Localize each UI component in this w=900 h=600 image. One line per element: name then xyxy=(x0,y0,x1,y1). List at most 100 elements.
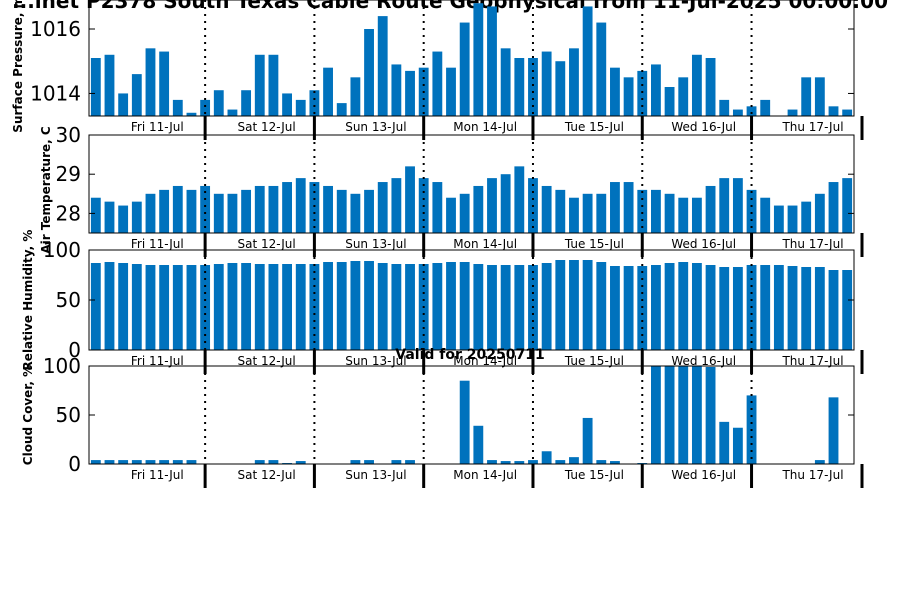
bar xyxy=(678,262,689,350)
day-label: Mon 14-Jul xyxy=(453,354,517,368)
bar xyxy=(732,178,743,233)
bar xyxy=(432,51,443,117)
day-label: Sat 12-Jul xyxy=(237,354,295,368)
bar xyxy=(678,197,689,233)
bar xyxy=(719,267,730,350)
bar xyxy=(118,93,129,116)
bar xyxy=(241,189,252,233)
bar xyxy=(787,109,798,116)
bar xyxy=(514,461,525,464)
bar xyxy=(159,460,170,464)
bar xyxy=(90,460,101,464)
bar xyxy=(514,265,525,350)
day-label: Wed 16-Jul xyxy=(671,468,736,482)
bar xyxy=(131,460,142,464)
bar xyxy=(282,264,292,350)
bar xyxy=(828,397,839,464)
day-label: Wed 16-Jul xyxy=(671,237,736,251)
bar xyxy=(446,262,456,350)
bar xyxy=(391,264,402,350)
bar xyxy=(528,460,538,464)
bar xyxy=(118,263,129,350)
bar xyxy=(842,109,853,116)
bar xyxy=(473,3,484,116)
bar xyxy=(555,189,566,233)
bar xyxy=(719,178,730,233)
bar xyxy=(118,460,129,464)
bar xyxy=(555,260,566,350)
bar xyxy=(186,189,197,233)
bar xyxy=(391,460,402,464)
y-tick-label: 50 xyxy=(56,288,81,312)
bar xyxy=(268,460,279,464)
bar xyxy=(90,58,101,116)
bar xyxy=(664,366,675,464)
bar xyxy=(213,90,224,116)
bar xyxy=(541,51,552,117)
day-label: Thu 17-Jul xyxy=(781,237,843,251)
bar xyxy=(336,262,347,350)
day-label: Thu 17-Jul xyxy=(781,120,843,134)
bar xyxy=(145,265,156,350)
bar xyxy=(446,197,456,233)
bar xyxy=(364,29,374,116)
bar xyxy=(405,460,415,464)
bar xyxy=(569,457,579,464)
bar xyxy=(309,182,320,233)
bar xyxy=(295,178,306,233)
bar xyxy=(651,64,661,116)
bar xyxy=(582,260,593,350)
bar xyxy=(678,77,689,116)
y-tick-label: 100 xyxy=(43,354,81,378)
y-tick-label: 0 xyxy=(68,452,81,476)
bar xyxy=(569,197,579,233)
panel-frame xyxy=(88,134,855,234)
bar xyxy=(773,265,784,350)
bar xyxy=(500,265,511,350)
bar xyxy=(500,48,511,116)
bar xyxy=(186,265,197,350)
bar xyxy=(596,460,607,464)
bar xyxy=(732,109,743,116)
bar xyxy=(746,189,757,233)
y-axis-label: Cloud Cover, % xyxy=(21,365,35,465)
bar xyxy=(364,460,374,464)
chart-title: ...inet P2378 South Texas Cable Route Ge… xyxy=(12,0,888,13)
bar xyxy=(582,6,593,116)
day-label: Sun 13-Jul xyxy=(345,354,406,368)
day-label: Sun 13-Jul xyxy=(345,120,406,134)
bar xyxy=(610,461,620,464)
bar xyxy=(678,366,689,464)
bar xyxy=(541,263,552,350)
bar xyxy=(500,174,511,233)
bar xyxy=(528,58,538,116)
bar xyxy=(828,182,839,233)
bar xyxy=(159,189,170,233)
y-tick-label: 0 xyxy=(68,338,81,362)
day-label: Fri 11-Jul xyxy=(131,237,184,251)
bar xyxy=(405,166,415,233)
bar xyxy=(610,266,620,350)
bar xyxy=(295,99,306,116)
bar xyxy=(323,185,333,233)
bar xyxy=(213,264,224,350)
chart-panels: 1014 1016 Surface Pressure, mb Fri 11-Jul Sa… xyxy=(11,0,864,488)
bar xyxy=(651,189,661,233)
bar xyxy=(828,270,839,350)
bar xyxy=(814,460,825,464)
day-label: Sat 12-Jul xyxy=(237,237,295,251)
day-label: Wed 16-Jul xyxy=(671,120,736,134)
bar xyxy=(746,106,757,116)
bar xyxy=(719,421,730,464)
bar xyxy=(268,185,279,233)
bar xyxy=(405,70,415,116)
bar xyxy=(377,182,388,233)
bar xyxy=(254,54,265,116)
bar xyxy=(172,185,183,233)
bar xyxy=(664,263,675,350)
bar xyxy=(555,61,566,116)
bar xyxy=(145,460,156,464)
bar xyxy=(828,106,839,116)
